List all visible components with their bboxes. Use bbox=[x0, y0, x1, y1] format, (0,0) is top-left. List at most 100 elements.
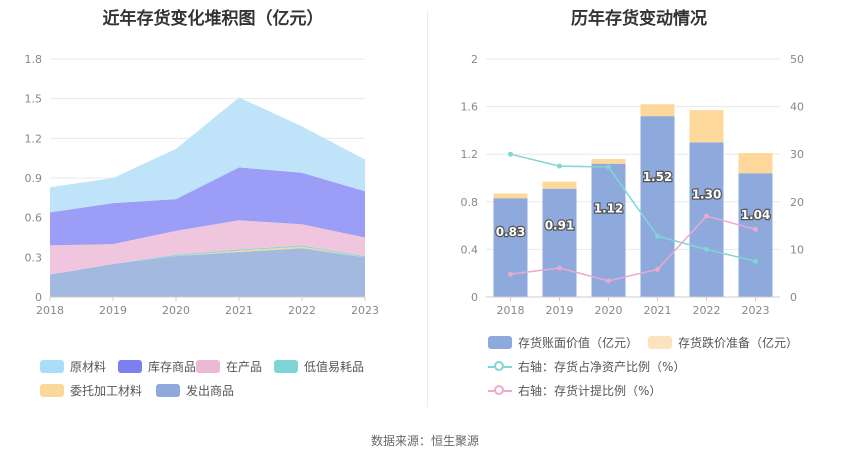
legend-label: 委托加工材料 bbox=[70, 384, 143, 398]
bar-impairment-provision bbox=[689, 110, 724, 143]
bar-data-label: 0.91 bbox=[545, 218, 575, 232]
legend-label: 右轴：存货计提比例（%） bbox=[518, 384, 662, 398]
legend-label: 在产品 bbox=[226, 360, 263, 374]
legend-swatch bbox=[488, 360, 512, 374]
legend-swatch bbox=[196, 360, 220, 373]
right-y-tick-label: 1.6 bbox=[461, 101, 479, 114]
left-y-tick-label: 0.9 bbox=[25, 172, 43, 185]
right-legend-item[interactable]: 存货跌价准备（亿元） bbox=[648, 334, 798, 351]
legend-swatch bbox=[648, 336, 672, 349]
right-y2-tick-label: 40 bbox=[790, 101, 804, 114]
legend-swatch bbox=[40, 384, 64, 397]
left-x-tick-label: 2019 bbox=[99, 304, 127, 317]
panel-divider bbox=[427, 12, 428, 407]
bar-impairment-provision bbox=[493, 193, 528, 199]
left-legend-item[interactable]: 低值易耗品 bbox=[274, 358, 364, 375]
legend-swatch bbox=[156, 384, 180, 397]
right-y2-tick-label: 0 bbox=[790, 291, 797, 304]
point-provision-ratio bbox=[655, 266, 660, 272]
bar-data-label: 0.83 bbox=[496, 225, 526, 239]
left-legend-item[interactable]: 库存商品 bbox=[118, 358, 196, 375]
right-legend-item[interactable]: 右轴：存货计提比例（%） bbox=[488, 382, 661, 399]
legend-swatch bbox=[118, 360, 142, 373]
legend-label: 发出商品 bbox=[186, 384, 235, 398]
left-chart-svg: 0 0.3 0.6 0.9 1.2 1.5 1.8 2018 2019 2020 2021 2022 2… bbox=[25, 53, 380, 317]
bar-book-value bbox=[640, 116, 675, 298]
right-x-tick-label: 2021 bbox=[644, 304, 672, 317]
bar-impairment-provision bbox=[738, 153, 773, 174]
right-y-tick-label: 0.8 bbox=[461, 196, 479, 209]
bar-data-label: 1.04 bbox=[741, 208, 771, 222]
left-x-tick-label: 2023 bbox=[351, 304, 379, 317]
left-legend: 原材料 库存商品 在产品 低值易耗品委托加工材料 发出商品 bbox=[40, 358, 420, 406]
legend-swatch bbox=[40, 360, 64, 373]
legend-label: 低值易耗品 bbox=[304, 360, 365, 374]
line-provision-ratio bbox=[510, 215, 756, 282]
right-y-tick-label: 2 bbox=[471, 53, 478, 66]
right-y-tick-label: 0 bbox=[471, 291, 478, 304]
left-chart-title: 近年存货变化堆积图（亿元） bbox=[102, 9, 324, 29]
right-legend-item[interactable]: 存货账面价值（亿元） bbox=[488, 334, 638, 351]
bar-data-label: 1.30 bbox=[692, 187, 722, 201]
right-y2-tick-label: 20 bbox=[790, 196, 804, 209]
legend-marker bbox=[494, 384, 504, 395]
area-series-在产品 bbox=[50, 220, 365, 275]
right-x-tick-label: 2018 bbox=[497, 304, 525, 317]
area-series-原材料 bbox=[50, 97, 365, 213]
line-inventory-to-net-assets bbox=[510, 153, 756, 263]
bar-book-value bbox=[542, 188, 577, 297]
bar-book-value bbox=[591, 163, 626, 297]
right-legend-item[interactable]: 右轴：存货占净资产比例（%） bbox=[488, 358, 685, 375]
right-y2-tick-label: 10 bbox=[790, 243, 804, 256]
left-y-tick-label: 0 bbox=[35, 291, 42, 304]
left-y-tick-label: 1.2 bbox=[25, 132, 43, 145]
left-legend-item[interactable]: 在产品 bbox=[196, 358, 262, 375]
point-provision-ratio bbox=[753, 226, 758, 232]
legend-label: 存货账面价值（亿元） bbox=[518, 336, 639, 350]
left-y-tick-label: 0.3 bbox=[25, 251, 43, 264]
right-y-tick-label: 0.4 bbox=[461, 243, 479, 256]
point-inventory-to-net-assets bbox=[655, 233, 660, 239]
right-x-tick-label: 2019 bbox=[546, 304, 574, 317]
left-x-tick-label: 2022 bbox=[288, 304, 316, 317]
area-series-发出商品 bbox=[50, 248, 365, 297]
left-y-tick-label: 1.8 bbox=[25, 53, 43, 66]
legend-label: 库存商品 bbox=[148, 360, 197, 374]
data-source-footer: 数据来源：恒生聚源 bbox=[370, 434, 479, 448]
bar-impairment-provision bbox=[640, 104, 675, 117]
bar-impairment-provision bbox=[591, 158, 626, 164]
inventory-change-chart-panel: 历年存货变动情况 0 0.4 0.8 1.2 1.6 2 0 10 20 30 40 50 0.83 0.… bbox=[428, 0, 850, 410]
right-x-tick-label: 2020 bbox=[595, 304, 623, 317]
inventory-stack-chart-panel: 近年存货变化堆积图（亿元） 0 0.3 0.6 0.9 1.2 1.5 1.8 2018 201… bbox=[0, 0, 426, 410]
right-x-tick-label: 2022 bbox=[693, 304, 721, 317]
left-legend-item[interactable]: 委托加工材料 bbox=[40, 382, 142, 399]
point-provision-ratio bbox=[704, 213, 709, 219]
point-inventory-to-net-assets bbox=[704, 246, 709, 252]
left-x-tick-label: 2020 bbox=[162, 304, 190, 317]
point-provision-ratio bbox=[606, 278, 611, 284]
bar-data-label: 1.52 bbox=[643, 170, 673, 184]
legend-label: 右轴：存货占净资产比例（%） bbox=[518, 360, 686, 374]
legend-label: 存货跌价准备（亿元） bbox=[678, 336, 799, 350]
right-y-tick-label: 1.2 bbox=[461, 148, 479, 161]
point-inventory-to-net-assets bbox=[508, 151, 513, 157]
right-y2-tick-label: 50 bbox=[790, 53, 804, 66]
legend-label: 原材料 bbox=[70, 360, 107, 374]
legend-swatch bbox=[488, 384, 512, 398]
area-series-库存商品 bbox=[50, 167, 365, 246]
right-chart-title: 历年存货变动情况 bbox=[571, 9, 707, 29]
point-inventory-to-net-assets bbox=[606, 164, 611, 170]
bar-impairment-provision bbox=[542, 181, 577, 189]
point-provision-ratio bbox=[508, 271, 513, 277]
left-legend-item[interactable]: 发出商品 bbox=[156, 382, 234, 399]
legend-swatch bbox=[274, 360, 298, 373]
right-x-tick-label: 2023 bbox=[742, 304, 770, 317]
left-x-tick-label: 2018 bbox=[36, 304, 64, 317]
legend-swatch bbox=[488, 336, 512, 349]
legend-marker bbox=[494, 360, 504, 371]
point-provision-ratio bbox=[557, 265, 562, 271]
right-legend: 存货账面价值（亿元） 存货跌价准备（亿元） 右轴：存货占净资产比例（%） 右轴：存货计… bbox=[488, 334, 848, 406]
left-legend-item[interactable]: 原材料 bbox=[40, 358, 106, 375]
bar-book-value bbox=[493, 198, 528, 297]
